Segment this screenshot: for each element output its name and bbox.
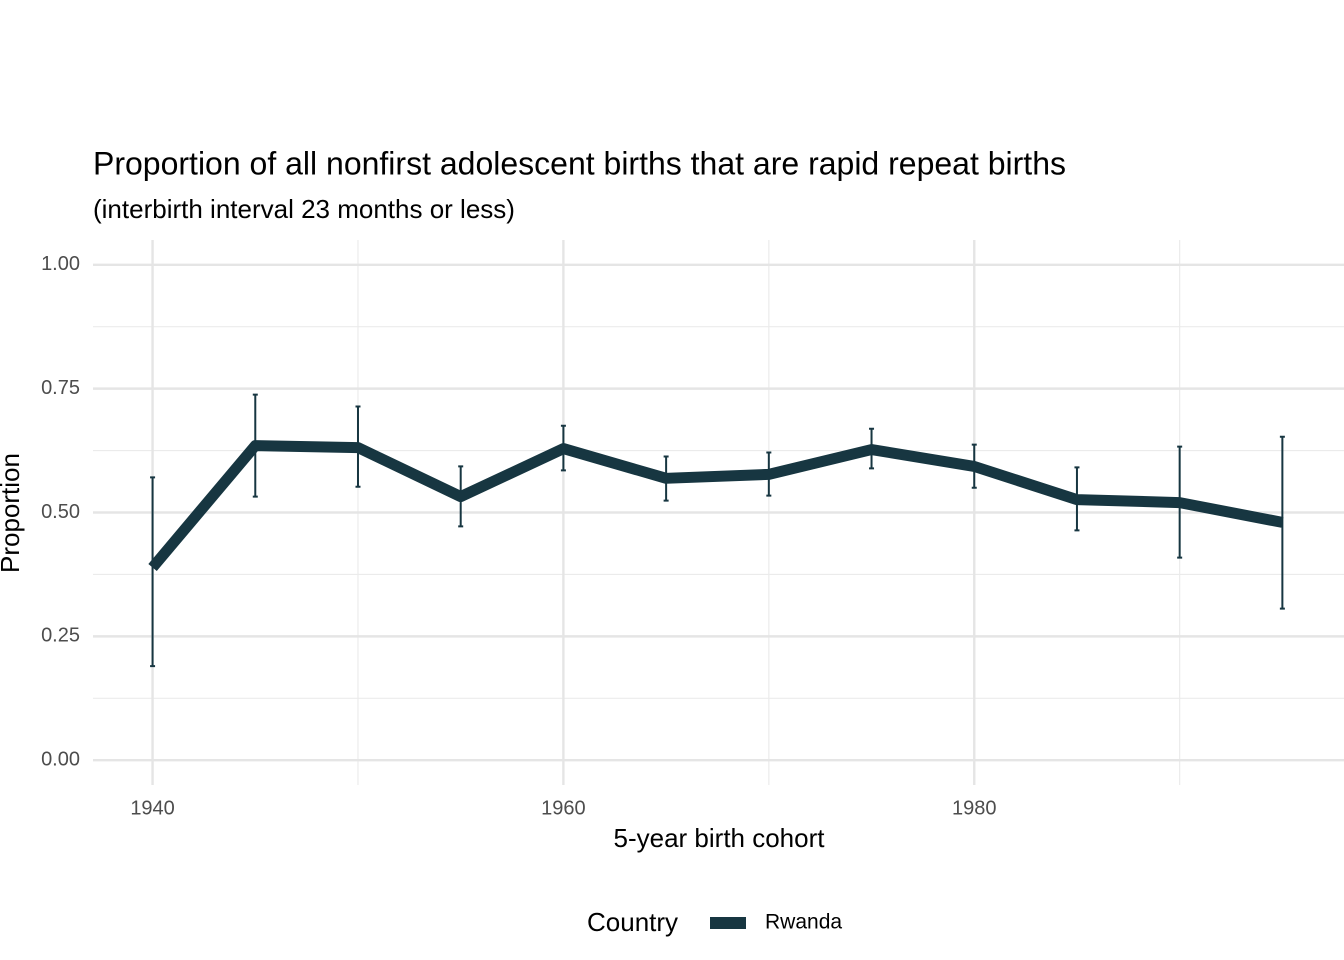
x-tick-label: 1980 bbox=[952, 797, 997, 819]
x-tick-label: 1940 bbox=[130, 797, 175, 819]
legend-label: Rwanda bbox=[765, 911, 842, 934]
chart-subtitle: (interbirth interval 23 months or less) bbox=[93, 194, 515, 224]
error-bar bbox=[1279, 435, 1285, 610]
y-tick-label: 0.00 bbox=[41, 749, 80, 771]
y-tick-label: 0.25 bbox=[41, 625, 80, 647]
legend-key bbox=[710, 917, 746, 929]
error-bar bbox=[150, 476, 156, 668]
x-axis-label: 5-year birth cohort bbox=[614, 823, 826, 853]
y-tick-label: 0.50 bbox=[41, 501, 80, 523]
y-tick-label: 1.00 bbox=[41, 253, 80, 275]
y-axis-label: Proportion bbox=[0, 453, 25, 573]
line bbox=[148, 440, 1284, 572]
x-tick-label: 1960 bbox=[541, 797, 586, 819]
legend-title: Country bbox=[587, 907, 678, 937]
chart-title: Proportion of all nonfirst adolescent bi… bbox=[93, 145, 1066, 181]
y-tick-label: 0.75 bbox=[41, 377, 80, 399]
